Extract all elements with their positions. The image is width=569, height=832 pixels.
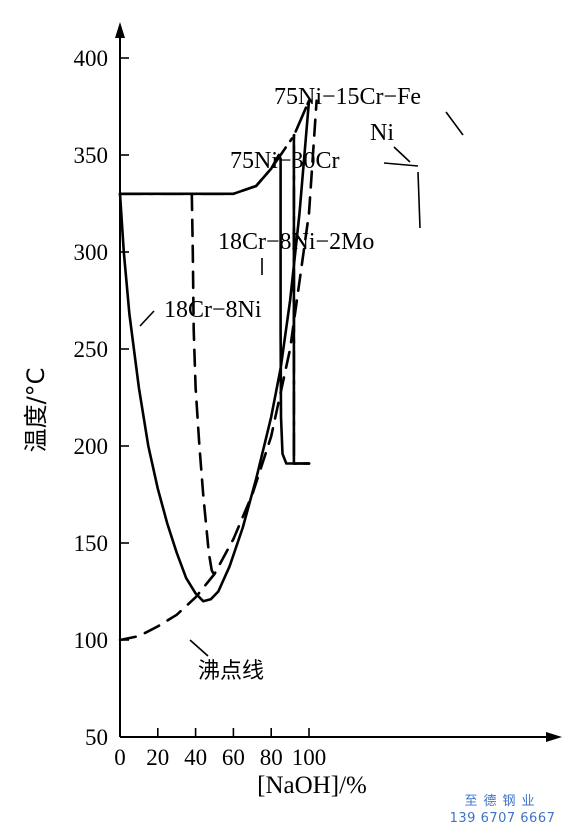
x-tick-label: 100 <box>292 745 327 770</box>
leader-boiling <box>189 639 209 657</box>
watermark-phone: 139 6707 6667 <box>449 811 556 826</box>
y-axis-title: 温度/°C <box>22 368 50 453</box>
curve-18cr-8ni-2mo <box>190 192 220 580</box>
leader-18cr-8ni <box>139 310 155 327</box>
leader-18cr-8ni-2mo <box>417 171 421 229</box>
leader-75ni-15cr-fe <box>445 111 464 136</box>
x-tick-label: 60 <box>222 745 245 770</box>
y-axis-arrow <box>115 22 125 38</box>
label-ni: Ni <box>370 120 394 146</box>
curve-ni <box>292 134 311 465</box>
x-tick-label: 20 <box>146 745 169 770</box>
x-tick-label: 40 <box>184 745 207 770</box>
x-axis-title: [NaOH]/% <box>257 772 367 799</box>
x-axis-arrow <box>546 732 562 742</box>
x-tick-label: 80 <box>260 745 283 770</box>
y-tick-label: 250 <box>74 337 109 362</box>
leader-75ni-30cr <box>383 162 419 167</box>
y-tick-label: 200 <box>74 434 109 459</box>
curve-boiling-point <box>118 99 318 642</box>
y-tick-label: 400 <box>74 46 109 71</box>
label-18cr-8ni: 18Cr−8Ni <box>164 297 262 323</box>
label-leaders <box>139 111 464 657</box>
y-tick-label: 100 <box>74 628 109 653</box>
curves <box>118 99 318 642</box>
watermark: 至德钢业 139 6707 6667 <box>440 790 565 826</box>
x-tick-label: 0 <box>114 745 126 770</box>
label-boiling-line: 沸点线 <box>198 659 264 684</box>
axes <box>115 22 562 742</box>
ticks: 0 20 40 60 80 100 50 100 150 200 250 300 350 400 <box>74 46 327 770</box>
label-18cr-8ni-2mo: 18Cr−8Ni−2Mo <box>218 229 374 255</box>
y-tick-label: 300 <box>74 240 109 265</box>
label-75ni-15cr-fe: 75Ni−15Cr−Fe <box>274 84 421 110</box>
y-tick-label: 350 <box>74 143 109 168</box>
watermark-company: 至德钢业 <box>464 794 541 809</box>
label-75ni-30cr: 75Ni−30Cr <box>230 148 340 174</box>
curve-18cr-8ni <box>118 99 311 603</box>
leader-ni <box>393 146 411 163</box>
y-tick-label: 50 <box>85 725 108 750</box>
y-tick-label: 150 <box>74 531 109 556</box>
